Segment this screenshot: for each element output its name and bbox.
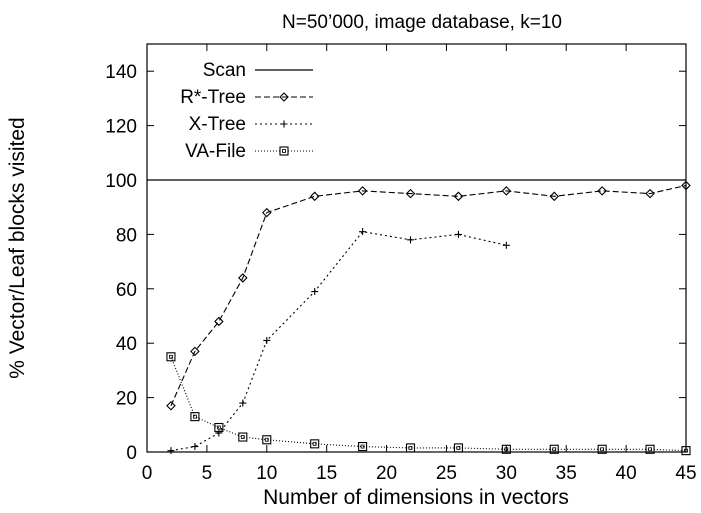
data-point-r-tree — [453, 191, 464, 202]
data-point-va-file — [405, 443, 416, 453]
data-point-va-file — [597, 444, 607, 454]
data-point-va-file-inner — [504, 447, 509, 452]
data-point-x-tree — [407, 236, 415, 244]
series-va-file — [166, 352, 691, 456]
series-line-va-file — [170, 356, 687, 452]
x-axis: 0 5 10 15 20 25 30 35 40 45 — [142, 44, 697, 484]
data-point-r-tree — [681, 180, 691, 191]
data-point-va-file-inner — [360, 444, 365, 449]
data-point-x-tree — [311, 288, 319, 296]
data-point-va-file — [310, 439, 320, 449]
data-point-va-file-inner — [456, 446, 461, 450]
data-point-r-tree — [597, 186, 607, 196]
legend-label-x-tree: X-Tree — [189, 114, 246, 135]
series-layer — [147, 179, 691, 456]
data-point-va-file — [262, 435, 272, 445]
y-tick-label: 120 — [105, 117, 137, 138]
data-point-va-file — [501, 444, 511, 454]
x-tick-label: 30 — [496, 463, 517, 484]
data-point-r-tree — [238, 273, 248, 283]
legend-marker-r-tree — [279, 92, 289, 102]
series-x-tree — [167, 228, 510, 455]
data-point-va-file — [166, 352, 176, 362]
data-point-va-file — [190, 412, 200, 422]
y-tick-label: 140 — [105, 62, 137, 83]
data-point-va-file — [645, 444, 655, 454]
data-point-r-tree — [405, 188, 416, 199]
data-point-r-tree — [214, 316, 224, 327]
data-point-x-tree — [263, 336, 271, 344]
data-point-va-file — [358, 442, 368, 452]
data-point-r-tree — [357, 186, 368, 196]
data-point-r-tree — [261, 207, 272, 218]
data-point-va-file — [549, 444, 559, 454]
x-tick-label: 10 — [256, 463, 277, 484]
plot-area — [146, 43, 687, 453]
x-tick-label: 35 — [556, 463, 577, 484]
data-point-r-tree — [645, 188, 655, 199]
legend-label-r-tree: R*-Tree — [180, 87, 246, 108]
data-point-r-tree — [309, 191, 320, 202]
x-tick-label: 15 — [316, 463, 337, 484]
data-point-va-file-inner — [193, 414, 197, 419]
data-point-va-file-inner — [552, 447, 557, 452]
x-tick-label: 45 — [675, 463, 696, 484]
data-point-va-file-inner — [600, 447, 605, 452]
data-point-va-file-inner — [408, 446, 413, 450]
data-point-va-file — [681, 446, 691, 456]
y-tick-label: 100 — [105, 171, 137, 192]
data-point-r-tree — [166, 400, 176, 411]
legend-label-scan: Scan — [203, 60, 246, 81]
series-line-x-tree — [170, 231, 507, 452]
legend-marker-va-file-inner — [282, 149, 286, 153]
y-tick-label: 40 — [116, 334, 137, 355]
data-point-r-tree — [549, 191, 560, 202]
x-tick-label: 20 — [376, 463, 397, 484]
y-tick-label: 0 — [126, 443, 137, 464]
x-tick-label: 40 — [616, 463, 637, 484]
y-tick-label: 80 — [116, 225, 137, 246]
chart-title: N=50’000, image database, k=10 — [282, 12, 562, 33]
data-point-x-tree — [167, 447, 175, 455]
series-r-tree — [166, 180, 691, 411]
data-point-x-tree — [239, 399, 247, 407]
series-line-r-tree — [170, 184, 687, 406]
data-point-va-file-inner — [169, 354, 173, 359]
data-point-va-file-inner — [240, 435, 245, 439]
data-point-va-file-inner — [216, 425, 221, 430]
data-point-r-tree — [190, 346, 200, 357]
y-tick-label: 20 — [116, 389, 137, 410]
data-point-va-file-inner — [264, 437, 269, 442]
legend-marker-va-file — [279, 146, 289, 156]
data-point-va-file — [238, 432, 248, 442]
data-point-r-tree — [501, 186, 512, 196]
data-point-va-file — [453, 443, 463, 453]
y-axis-label: % Vector/Leaf blocks visited — [6, 117, 29, 378]
legend-label-va-file: VA-File — [185, 141, 246, 162]
data-point-x-tree — [359, 228, 367, 236]
x-tick-label: 5 — [202, 463, 213, 484]
x-axis-label: Number of dimensions in vectors — [263, 486, 569, 509]
legend: Scan R*-Tree X-Tree VA-File — [180, 60, 313, 162]
y-tick-label: 60 — [116, 280, 137, 301]
data-point-va-file — [214, 422, 224, 433]
data-point-va-file-inner — [648, 447, 652, 452]
data-point-x-tree — [502, 241, 510, 249]
y-axis: 0 20 40 60 80 100 120 140 — [105, 62, 686, 464]
data-point-va-file-inner — [312, 441, 317, 446]
data-point-x-tree — [454, 230, 462, 238]
x-tick-label: 0 — [142, 463, 153, 484]
x-tick-label: 25 — [436, 463, 457, 484]
data-point-va-file-inner — [684, 448, 688, 453]
data-point-x-tree — [215, 429, 223, 437]
data-point-x-tree — [191, 443, 199, 451]
legend-marker-x-tree — [280, 120, 288, 128]
